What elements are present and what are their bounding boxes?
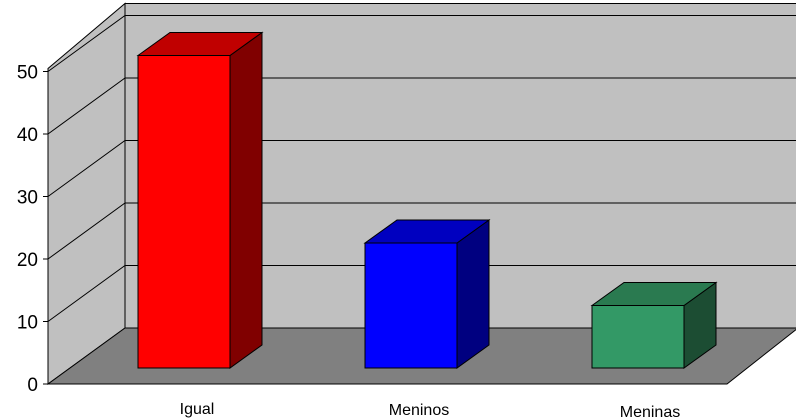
bar-igual (136, 31, 264, 369)
bar-side (229, 31, 263, 369)
x-category-label: Meninos (389, 402, 449, 419)
bar-front (364, 242, 458, 369)
gridline-2 (47, 202, 796, 260)
gridlines (47, 15, 796, 322)
y-tick-label: 20 (17, 250, 38, 271)
y-tick-labels: 0 10 20 30 40 50 (17, 63, 38, 397)
side-wall (47, 2, 126, 385)
gridline-4 (47, 77, 796, 135)
bar-meninas (590, 281, 718, 369)
x-category-label: Meninas (620, 404, 680, 420)
back-wall (124, 3, 796, 329)
y-tick-label: 0 (27, 375, 38, 396)
y-tick-label: 50 (17, 63, 38, 84)
gridline-5 (47, 15, 796, 72)
x-category-label: Igual (180, 401, 215, 418)
bar-front (591, 305, 685, 369)
bar-front (137, 55, 231, 369)
category-labels: Igual Meninos Meninas (180, 401, 681, 420)
gridline-3 (47, 140, 796, 197)
y-axis (43, 71, 49, 385)
bar-side (456, 219, 490, 369)
gridline-1 (47, 265, 796, 322)
bars (136, 31, 718, 369)
y-tick-label: 30 (17, 188, 38, 209)
y-tick-label: 10 (17, 313, 38, 334)
bar-meninos (363, 219, 491, 369)
y-tick-label: 40 (17, 125, 38, 146)
